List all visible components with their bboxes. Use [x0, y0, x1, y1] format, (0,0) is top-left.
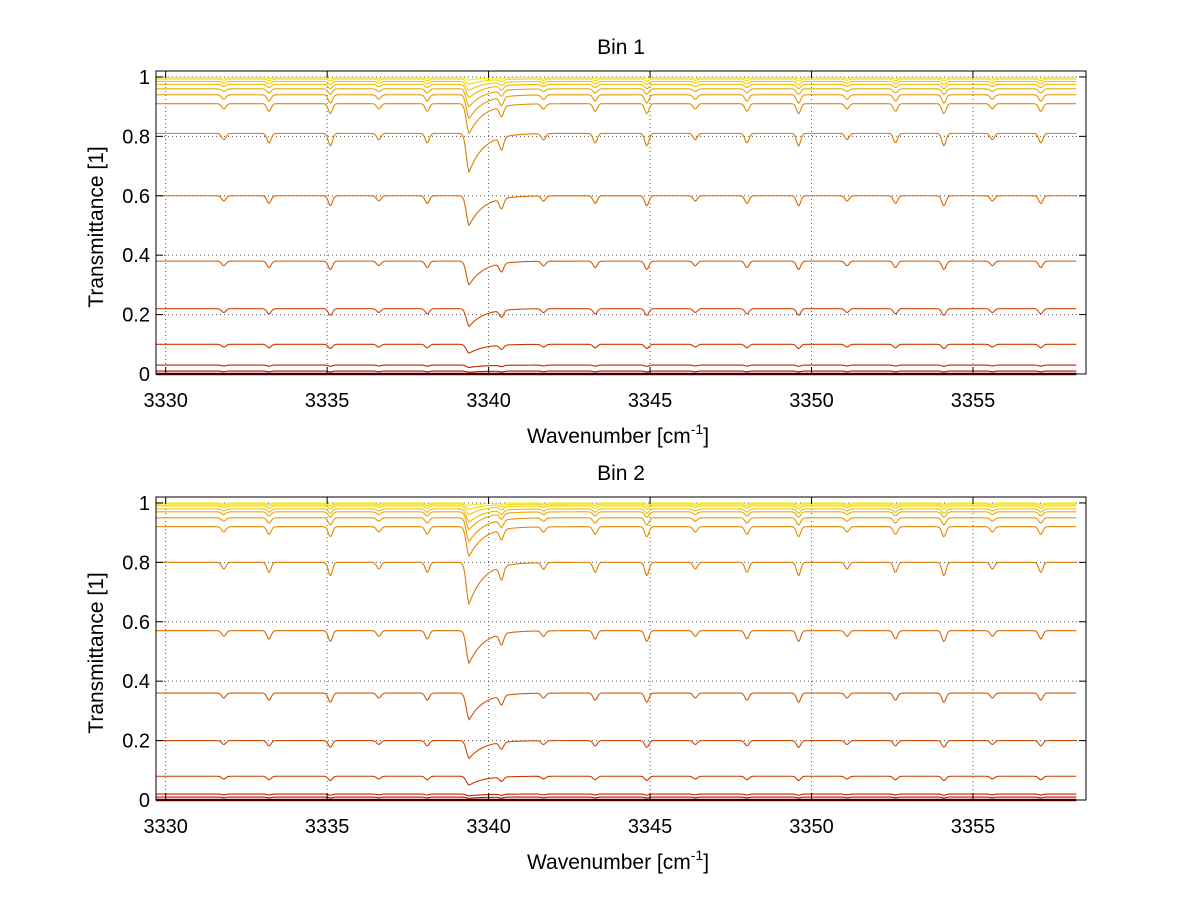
y-axis: 0 0.2 0.4 0.6 0.8 1	[122, 493, 1086, 812]
x-tick-label: 3345	[628, 816, 673, 838]
series-line	[156, 88, 1077, 108]
series-line	[156, 78, 1077, 85]
chart-title: Bin 1	[597, 36, 645, 59]
series-line	[156, 505, 1077, 516]
y-tick-label: 0.6	[122, 612, 150, 634]
series-line	[156, 132, 1077, 174]
series-line	[156, 692, 1077, 721]
series-line	[156, 775, 1077, 786]
y-tick-label: 0.8	[122, 126, 150, 148]
axes-frame	[155, 70, 1087, 375]
axes-frame	[155, 496, 1087, 801]
y-tick-label: 1	[139, 493, 150, 515]
x-axis: 3330 3335 3340 3345 3350 3355	[143, 497, 995, 838]
y-tick-label: 0.4	[122, 671, 150, 693]
series-line	[156, 83, 1077, 99]
y-tick-label: 0.6	[122, 186, 150, 208]
series-line	[156, 195, 1077, 227]
chart-panel-bin-2: Bin 2 3330 3335 3340 3345 3350 3355 0 0.2 0.4 0.…	[85, 462, 1087, 874]
series-line	[156, 76, 1077, 81]
series-line	[156, 94, 1077, 120]
y-tick-label: 0.8	[122, 552, 150, 574]
x-tick-label: 3330	[143, 390, 188, 412]
series-line	[156, 260, 1077, 286]
x-tick-label: 3330	[143, 816, 188, 838]
series-line	[156, 511, 1077, 531]
series-line	[156, 364, 1077, 369]
series-line	[156, 526, 1077, 558]
series-line	[156, 630, 1077, 665]
y-axis-label: Transmittance [1]	[85, 146, 108, 307]
series-line	[156, 502, 1077, 506]
series-line	[156, 796, 1077, 799]
x-tick-label: 3350	[789, 390, 834, 412]
y-axis: 0 0.2 0.4 0.6 0.8 1	[122, 67, 1086, 386]
series-line	[156, 503, 1077, 511]
x-axis: 3330 3335 3340 3345 3350 3355	[143, 71, 995, 412]
series-line	[156, 103, 1077, 135]
y-tick-label: 0.2	[122, 305, 150, 327]
x-tick-label: 3355	[951, 816, 996, 838]
x-tick-label: 3340	[466, 816, 511, 838]
x-tick-label: 3335	[305, 390, 350, 412]
x-axis-label: Wavenumber [cm-1]	[527, 847, 709, 874]
x-tick-label: 3340	[466, 390, 511, 412]
x-tick-label: 3350	[789, 816, 834, 838]
x-tick-label: 3335	[305, 816, 350, 838]
series-line	[156, 308, 1077, 328]
series-line	[156, 80, 1077, 91]
series-line	[156, 508, 1077, 523]
series-line	[156, 517, 1077, 543]
y-tick-label: 1	[139, 67, 150, 89]
y-tick-label: 0.2	[122, 731, 150, 753]
y-tick-label: 0.4	[122, 245, 150, 267]
y-tick-label: 0	[139, 364, 150, 386]
x-axis-label: Wavenumber [cm-1]	[527, 421, 709, 448]
y-axis-label: Transmittance [1]	[85, 572, 108, 733]
series-line	[156, 561, 1077, 606]
series-line	[156, 740, 1077, 760]
series-line	[156, 343, 1077, 354]
x-tick-label: 3355	[951, 390, 996, 412]
series-line	[156, 793, 1077, 797]
chart-panel-bin-1: Bin 1 3330 3335 3340 3345 3350 3355 0 0.2 0.4 0.…	[85, 36, 1087, 448]
x-tick-label: 3345	[628, 390, 673, 412]
series-line	[156, 370, 1077, 373]
chart-title: Bin 2	[597, 462, 645, 485]
y-tick-label: 0	[139, 790, 150, 812]
